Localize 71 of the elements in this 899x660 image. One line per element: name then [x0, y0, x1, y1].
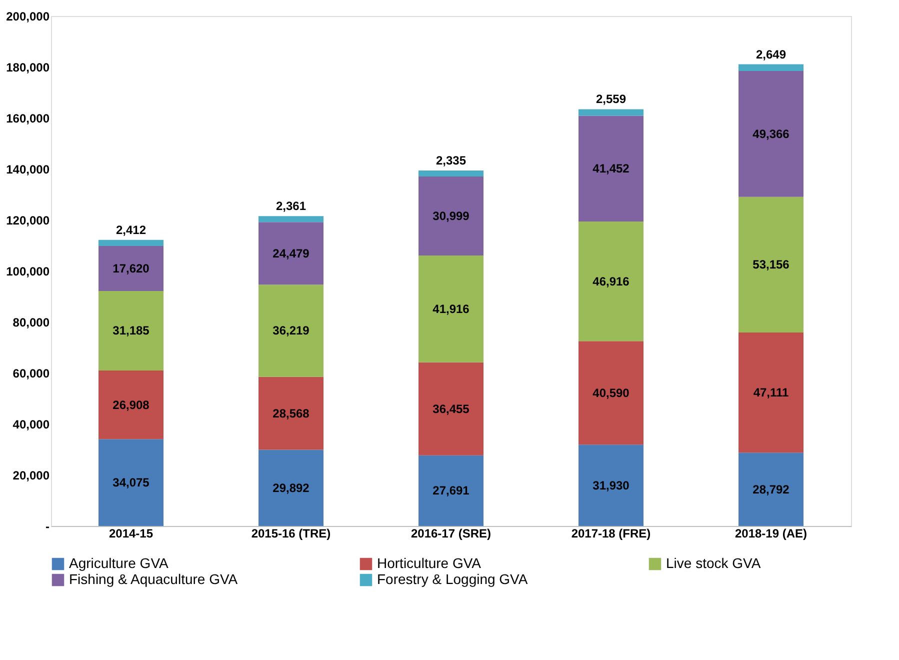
data-label: 17,620 [112, 262, 150, 276]
bar [578, 444, 644, 526]
data-label: 31,185 [112, 324, 150, 338]
bar [418, 170, 484, 176]
data-label: 2,335 [436, 154, 466, 168]
data-label: 34,075 [112, 476, 150, 490]
data-label: 53,156 [752, 258, 790, 272]
x-tick-label: 2015-16 (TRE) [251, 526, 331, 540]
data-label: 36,219 [272, 324, 310, 338]
data-label: 41,452 [592, 162, 630, 176]
y-tick-label: - [46, 520, 50, 534]
bar [98, 439, 164, 526]
data-label: 47,111 [753, 386, 790, 400]
bar [258, 450, 324, 526]
y-tick-label: 160,000 [6, 112, 50, 126]
x-tick-label: 2017-18 (FRE) [571, 526, 651, 540]
bar [738, 452, 804, 526]
bar [98, 240, 164, 246]
legend-label: Forestry & Logging GVA [377, 571, 528, 587]
y-tick-label: 40,000 [12, 418, 50, 432]
data-label: 2,559 [596, 92, 626, 106]
legend-label: Horticulture GVA [377, 555, 482, 571]
data-label: 2,361 [276, 199, 306, 214]
data-label: 28,568 [272, 406, 310, 420]
data-label: 27,691 [432, 484, 470, 498]
x-tick-label: 2016-17 (SRE) [410, 526, 492, 540]
bar [98, 370, 164, 440]
bar [578, 116, 644, 222]
bar [418, 455, 484, 526]
data-label: 49,366 [752, 126, 790, 141]
y-tick-label: 100,000 [6, 264, 50, 278]
y-tick-label: 180,000 [6, 60, 50, 74]
bar [258, 284, 324, 377]
data-label: 2,649 [756, 47, 786, 62]
bar [418, 256, 484, 362]
bar [738, 196, 804, 332]
y-tick-label: 20,000 [12, 468, 50, 482]
bar [98, 246, 164, 291]
data-label: 29,892 [272, 480, 310, 495]
bar [418, 362, 484, 456]
data-label: 46,916 [592, 274, 630, 288]
bar [418, 176, 484, 256]
y-tick-label: 60,000 [12, 366, 50, 380]
data-label: 31,930 [592, 478, 630, 492]
bar [258, 216, 324, 222]
y-tick-label: 140,000 [6, 162, 50, 176]
y-tick-label: 80,000 [12, 316, 50, 330]
bar [738, 64, 804, 72]
data-label: 36,455 [432, 402, 470, 416]
data-label: 24,479 [272, 246, 310, 260]
data-label: 40,590 [592, 386, 630, 400]
bar [578, 341, 644, 445]
bar [258, 376, 324, 450]
data-label: 26,908 [112, 398, 150, 412]
bar [578, 221, 644, 342]
bar [738, 332, 804, 453]
data-label: 41,916 [432, 302, 470, 316]
y-tick-label: 200,000 [6, 10, 50, 24]
x-tick-label: 2018-19 (AE) [734, 526, 808, 540]
legend-label: Agriculture GVA [69, 555, 169, 571]
bar [98, 290, 164, 370]
data-label: 2,412 [116, 222, 146, 237]
x-tick-label: 2014-15 [108, 526, 154, 540]
data-label: 28,792 [752, 482, 790, 496]
data-label: 30,999 [432, 209, 470, 224]
y-tick-label: 120,000 [6, 214, 50, 228]
legend-label: Fishing & Aquaculture GVA [69, 571, 238, 587]
bar [738, 71, 804, 197]
bar [258, 222, 324, 285]
legend-label: Live stock GVA [666, 555, 762, 571]
bar [578, 109, 644, 116]
